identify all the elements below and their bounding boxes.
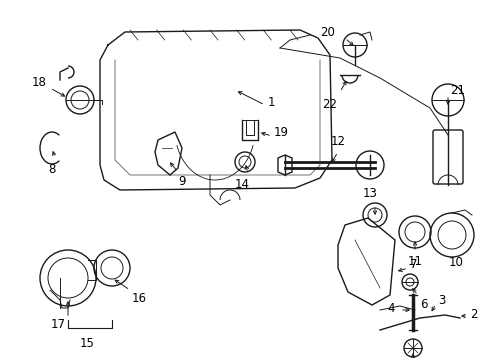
Text: 12: 12 xyxy=(330,135,345,148)
Text: 21: 21 xyxy=(449,84,464,96)
Text: 11: 11 xyxy=(407,255,422,268)
Text: 19: 19 xyxy=(273,126,288,139)
Text: 7: 7 xyxy=(409,258,417,271)
Text: 8: 8 xyxy=(48,163,56,176)
Text: 18: 18 xyxy=(32,77,47,90)
Text: 1: 1 xyxy=(267,96,275,109)
Text: 22: 22 xyxy=(322,98,337,111)
Text: 14: 14 xyxy=(234,178,249,191)
Text: 15: 15 xyxy=(80,337,94,350)
Text: 2: 2 xyxy=(469,307,476,320)
Text: 20: 20 xyxy=(319,26,334,39)
Text: 4: 4 xyxy=(386,302,394,315)
Text: 17: 17 xyxy=(50,318,65,331)
Text: 16: 16 xyxy=(132,292,147,305)
Text: 6: 6 xyxy=(419,298,427,311)
Text: 3: 3 xyxy=(437,293,445,306)
Text: 13: 13 xyxy=(362,187,377,200)
Text: 9: 9 xyxy=(178,175,185,188)
Text: 10: 10 xyxy=(447,256,463,269)
